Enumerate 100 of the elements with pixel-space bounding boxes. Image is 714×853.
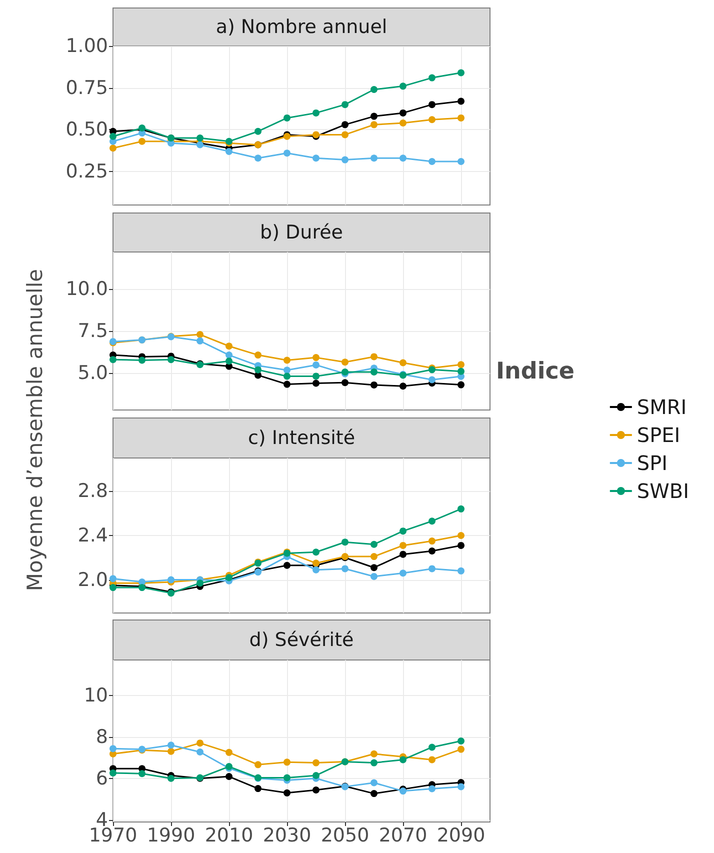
point [458,69,464,76]
point [110,144,116,152]
point [370,759,378,766]
point [196,748,204,756]
point [168,774,174,782]
point [196,740,204,747]
point [254,128,262,135]
y-tick-label: 0.75 [66,76,108,99]
point [428,756,436,764]
point [342,565,348,572]
point [110,132,116,140]
point [168,576,174,584]
point [168,748,174,755]
x-tick-label: 2070 [378,824,428,846]
point [110,769,116,776]
point [370,779,378,786]
x-tick-label: 2050 [320,824,370,846]
x-tick-label: 2010 [204,824,254,846]
point [284,562,290,569]
point [458,114,464,122]
legend-label: SPI [636,451,668,475]
point [428,376,436,384]
y-tick-label: 0.50 [66,118,108,141]
point [370,553,378,560]
point [458,368,464,375]
point [458,98,464,105]
point [342,379,348,386]
legend-title: Indice [496,358,575,384]
point [254,154,262,162]
point [428,158,436,165]
point [458,532,464,539]
point [458,567,464,574]
point [458,505,464,512]
y-tick-label: 2.4 [78,524,108,546]
point [138,356,146,364]
legend-label: SWBI [636,479,690,503]
point [428,116,436,124]
point [110,584,116,592]
point [342,358,348,366]
y-tick-label: 5.0 [78,362,108,384]
point [312,109,320,116]
point [428,548,436,554]
chart-title: b) Durée [260,222,343,244]
point [196,580,204,587]
y-tick-label: 10 [84,684,108,706]
point [400,528,406,535]
point [370,564,378,572]
point [284,758,290,766]
point [370,353,378,360]
point [400,119,406,126]
point [312,759,320,766]
point [370,368,378,376]
point [312,154,320,162]
chart-title: a) Nombre annuel [216,16,388,38]
point [342,101,348,108]
chart-title: d) Sévérité [249,629,354,651]
point [312,566,320,574]
point [428,565,436,572]
point [400,570,406,577]
x-tick-label: 2090 [436,824,486,846]
point [284,366,290,374]
point [110,575,116,582]
point [138,770,146,778]
point [400,154,406,162]
point [370,790,378,798]
point [226,358,232,365]
point [254,761,262,768]
point [284,789,290,796]
point [284,150,290,157]
point [284,356,290,364]
point [254,366,262,374]
point [226,342,232,350]
point [254,352,262,359]
x-tick-label: 2030 [262,824,312,846]
point [284,114,290,122]
y-tick-label: 2.0 [78,568,108,591]
point [458,361,464,368]
point [400,550,406,558]
point [138,138,146,145]
point [342,121,348,128]
point [428,518,436,525]
point [312,548,320,556]
point [312,361,320,368]
point [370,121,378,128]
point [284,380,290,388]
point [370,750,378,758]
point [458,158,464,165]
legend-label: SPEI [636,423,680,447]
point [196,134,204,142]
point [342,131,348,138]
point [428,744,436,751]
point [370,381,378,388]
point [428,74,436,82]
point [400,756,406,764]
point [458,783,464,790]
point [342,156,348,164]
x-tick-label: 1990 [146,824,196,846]
point [226,748,232,756]
y-tick-label: 2.8 [78,480,108,502]
point [110,356,116,364]
